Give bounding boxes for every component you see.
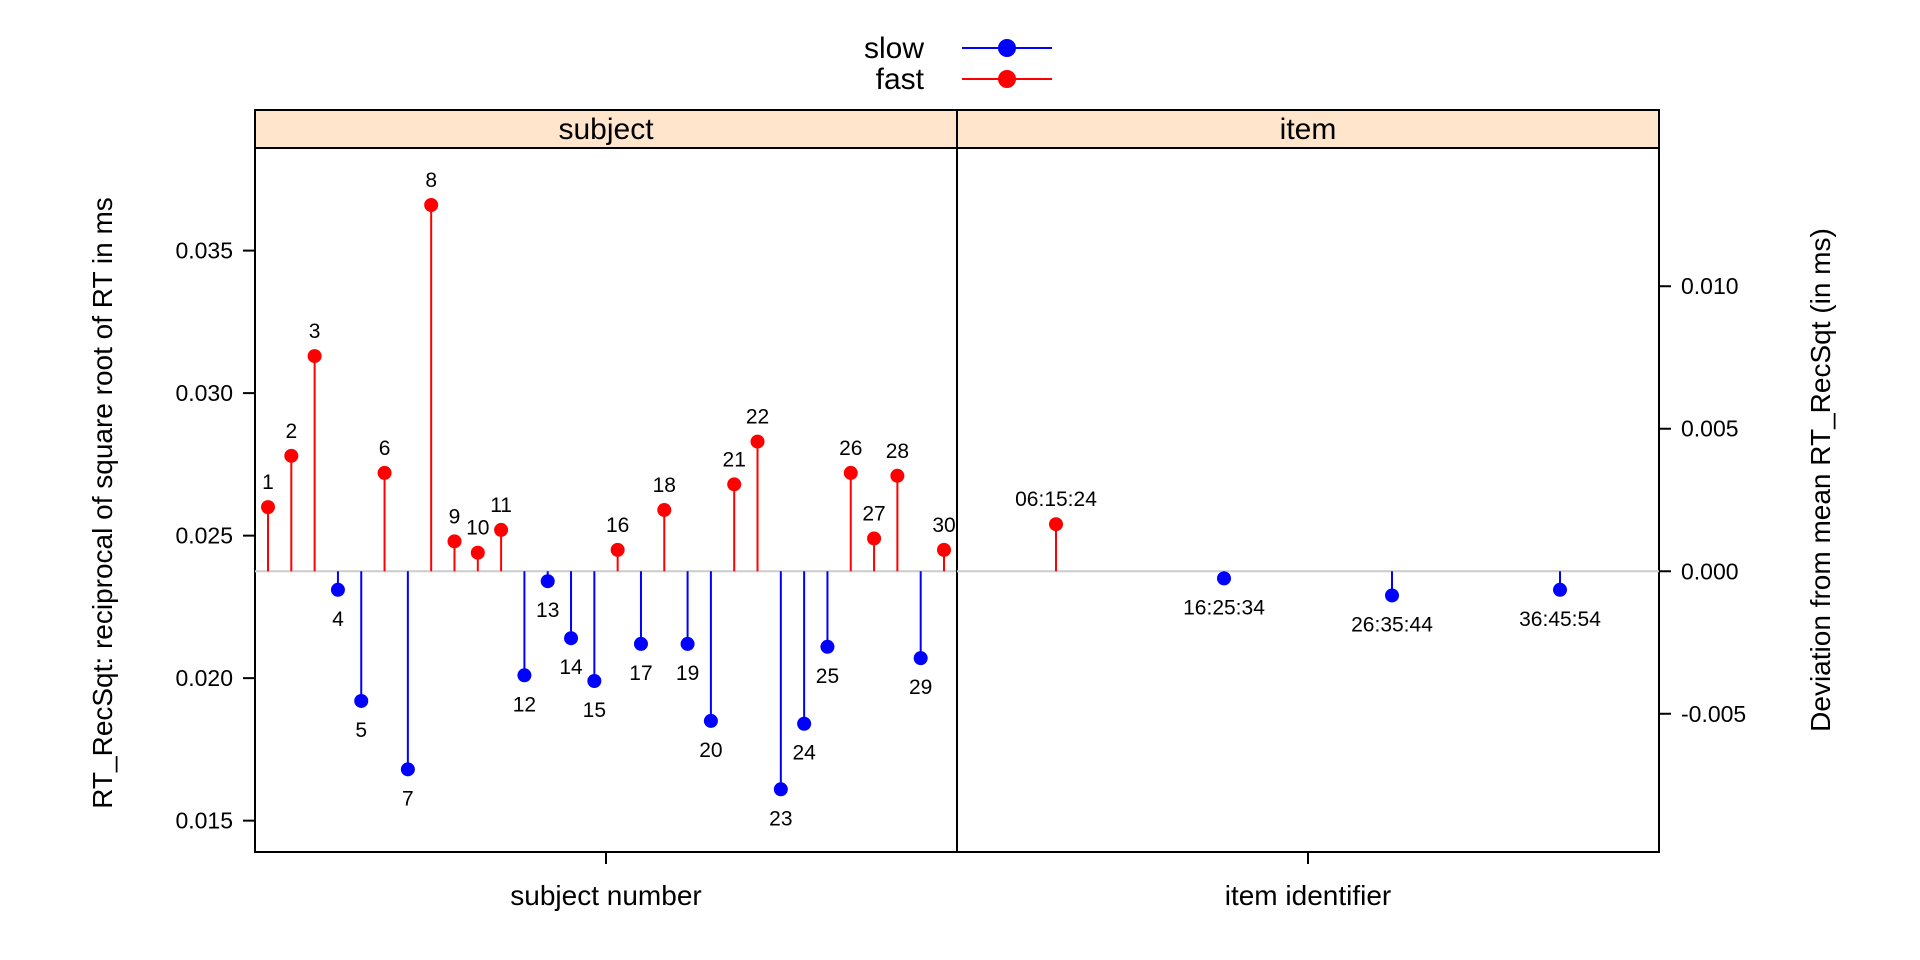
strip-label-subject: subject	[558, 113, 654, 146]
y-left-tick-label: 0.020	[175, 665, 233, 691]
point-subject-3	[307, 349, 322, 364]
point-subject-19	[680, 636, 695, 651]
legend-marker-fast	[998, 70, 1016, 88]
point-subject-17	[633, 636, 648, 651]
point-subject-4	[330, 582, 345, 597]
point-label-subject-22: 22	[746, 406, 769, 429]
point-label-subject-24: 24	[792, 742, 816, 765]
point-subject-26	[843, 465, 858, 480]
point-label-item-36:45:54: 36:45:54	[1519, 608, 1601, 631]
y-right-tick-label: 0.000	[1681, 558, 1739, 584]
point-label-subject-14: 14	[559, 656, 583, 679]
point-label-subject-21: 21	[723, 448, 746, 471]
point-subject-14	[564, 631, 579, 646]
point-subject-9	[447, 534, 462, 549]
point-label-subject-10: 10	[466, 517, 489, 540]
y-left-tick-label: 0.030	[175, 380, 233, 406]
point-subject-24	[797, 716, 812, 731]
point-label-subject-19: 19	[676, 662, 699, 685]
point-subject-20	[703, 713, 718, 728]
point-subject-18	[657, 502, 672, 517]
point-label-item-26:35:44: 26:35:44	[1351, 613, 1433, 636]
y-right-tick-label: 0.010	[1681, 273, 1739, 299]
point-item-36:45:54	[1553, 582, 1567, 597]
point-subject-8	[424, 198, 439, 213]
point-label-subject-29: 29	[909, 676, 932, 699]
point-item-16:25:34	[1217, 571, 1231, 586]
point-subject-11	[494, 522, 509, 537]
point-label-subject-11: 11	[490, 494, 512, 517]
point-label-item-06:15:24: 06:15:24	[1015, 488, 1097, 511]
point-subject-28	[890, 468, 905, 483]
point-subject-22	[750, 434, 765, 449]
point-subject-16	[610, 542, 625, 557]
point-subject-5	[354, 693, 369, 708]
point-label-subject-27: 27	[862, 502, 885, 525]
point-subject-29	[913, 651, 928, 666]
point-label-subject-23: 23	[769, 807, 792, 830]
point-subject-21	[727, 477, 742, 492]
point-label-subject-17: 17	[629, 662, 652, 685]
legend-label-fast: fast	[876, 63, 925, 96]
point-subject-1	[261, 500, 275, 515]
x-axis-title-item: item identifier	[1225, 880, 1392, 911]
point-item-26:35:44	[1385, 588, 1399, 603]
point-label-subject-9: 9	[449, 505, 461, 528]
point-label-subject-6: 6	[379, 437, 391, 460]
point-label-subject-2: 2	[285, 420, 297, 443]
point-label-subject-18: 18	[653, 474, 676, 497]
point-label-subject-5: 5	[355, 719, 367, 742]
point-label-subject-26: 26	[839, 437, 862, 460]
point-label-item-16:25:34: 16:25:34	[1183, 596, 1265, 619]
point-subject-13	[540, 574, 555, 589]
y-axis-right-title: Deviation from mean RT_RecSqt (in ms)	[1805, 228, 1836, 732]
y-right-tick-label: 0.005	[1681, 416, 1739, 442]
y-axis-left-title: RT_RecSqt: reciprocal of square root of …	[87, 197, 118, 809]
point-subject-23	[773, 782, 788, 797]
point-item-06:15:24	[1049, 517, 1063, 532]
point-label-subject-7: 7	[402, 787, 414, 810]
point-subject-2	[284, 448, 299, 463]
point-label-subject-13: 13	[536, 599, 559, 622]
point-label-subject-28: 28	[886, 440, 909, 463]
point-label-subject-8: 8	[425, 169, 437, 192]
point-label-subject-30: 30	[932, 514, 955, 537]
point-subject-15	[587, 673, 602, 688]
point-label-subject-25: 25	[816, 665, 839, 688]
legend-marker-slow	[998, 39, 1016, 57]
y-axis-right: -0.005 0.000 0.005 0.010	[1659, 273, 1746, 727]
point-label-subject-1: 1	[262, 471, 274, 494]
point-label-subject-4: 4	[332, 608, 344, 631]
point-subject-6	[377, 465, 392, 480]
point-subject-25	[820, 639, 835, 654]
y-left-tick-label: 0.025	[175, 523, 233, 549]
point-label-subject-16: 16	[606, 514, 629, 537]
point-subject-7	[400, 762, 415, 777]
point-subject-27	[867, 531, 882, 546]
point-label-subject-3: 3	[309, 320, 321, 343]
x-axis-title-subject: subject number	[510, 880, 701, 911]
point-subject-12	[517, 668, 532, 683]
y-left-tick-label: 0.035	[175, 238, 233, 264]
strip-label-item: item	[1280, 113, 1337, 146]
legend-label-slow: slow	[864, 32, 924, 65]
panel-item: item item identifier 06:15:24 16:25:34 26:35…	[956, 109, 1660, 911]
y-axis-left: 0.015 0.020 0.025 0.030 0.035	[175, 238, 255, 834]
point-label-subject-12: 12	[513, 693, 536, 716]
strip-item	[956, 109, 1660, 149]
point-subject-30	[937, 542, 951, 557]
y-right-tick-label: -0.005	[1681, 701, 1746, 727]
point-label-subject-15: 15	[583, 699, 606, 722]
point-label-subject-20: 20	[699, 739, 722, 762]
y-left-tick-label: 0.015	[175, 808, 233, 834]
point-subject-10	[470, 545, 485, 560]
